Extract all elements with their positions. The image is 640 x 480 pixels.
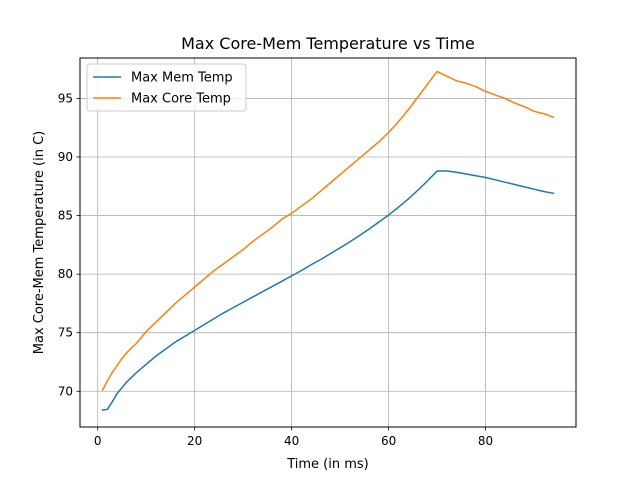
- max-mem-temp-line: [101, 170, 555, 411]
- x-tick-label: 40: [284, 434, 299, 448]
- chart-title: Max Core-Mem Temperature vs Time: [181, 34, 475, 53]
- y-tick-label: 75: [58, 326, 73, 340]
- y-tick-label: 85: [58, 209, 73, 223]
- y-axis-label: Max Core-Mem Temperature (in C): [32, 131, 47, 354]
- y-tick-label: 80: [58, 267, 73, 281]
- legend-label-max-core-temp: Max Core Temp: [131, 92, 231, 107]
- grid: [80, 58, 576, 427]
- y-tick-label: 70: [58, 384, 73, 398]
- legend-box: [86, 63, 247, 112]
- max-core-temp-line: [101, 70, 555, 392]
- legend: Max Mem Temp Max Core Temp: [86, 63, 247, 112]
- series-layer: [101, 70, 555, 411]
- y-tick-label: 90: [58, 150, 73, 164]
- x-tick-label: 80: [478, 434, 493, 448]
- x-tick-label: 20: [187, 434, 202, 448]
- x-tick-label: 60: [381, 434, 396, 448]
- y-tick-label: 95: [58, 91, 73, 105]
- x-tick-label: 0: [94, 434, 102, 448]
- axis-ticks: 0 20 40 60 80 70 75 80 85 90 95: [58, 91, 493, 448]
- x-axis-label: Time (in ms): [286, 457, 369, 472]
- legend-label-max-mem-temp: Max Mem Temp: [131, 71, 233, 86]
- plot-frame: [79, 57, 577, 428]
